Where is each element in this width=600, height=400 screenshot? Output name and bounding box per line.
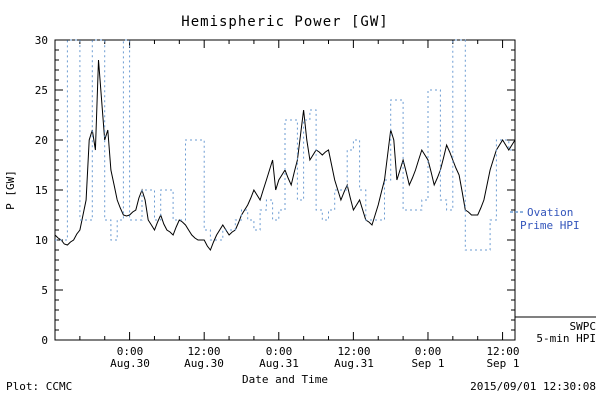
y-tick-label: 5: [41, 284, 48, 297]
y-tick-label: 20: [35, 134, 48, 147]
y-tick-label: 10: [35, 234, 48, 247]
x-tick-date: Aug.31: [334, 357, 374, 370]
axis-ticks: [55, 39, 515, 341]
footer-source: Plot: CCMC: [6, 380, 72, 393]
x-tick-time: 12:00: [187, 345, 220, 358]
y-tick-label: 25: [35, 84, 48, 97]
legend-ovation: Ovation Prime HPI: [510, 206, 580, 232]
x-tick-date: Sep 1: [411, 357, 444, 370]
x-tick-date: Sep 1: [486, 357, 519, 370]
series-ovation-prime-hpi: [55, 39, 515, 251]
legend-swpc: SWPC 5-min HPI: [515, 316, 597, 345]
x-tick-time: 12:00: [337, 345, 370, 358]
x-tick-time: 0:00: [415, 345, 442, 358]
plot-frame: [54, 39, 516, 341]
x-tick-time: 12:00: [486, 345, 519, 358]
x-tick-labels: 0:00 Aug.30 12:00 Aug.30 0:00 Aug.31 12:…: [110, 345, 519, 370]
y-tick-label: 15: [35, 184, 48, 197]
ovation-legend-label-1: Ovation: [527, 206, 573, 219]
y-tick-label: 30: [35, 34, 48, 47]
x-tick-time: 0:00: [117, 345, 144, 358]
y-axis-label: P [GW]: [4, 170, 17, 210]
swpc-legend-label-2: 5-min HPI: [536, 332, 596, 345]
x-tick-date: Aug.31: [259, 357, 299, 370]
y-tick-labels: 0 5 10 15 20 25 30: [35, 34, 48, 347]
x-tick-time: 0:00: [266, 345, 293, 358]
ovation-legend-label-2: Prime HPI: [520, 219, 580, 232]
x-tick-date: Aug.30: [184, 357, 224, 370]
y-tick-label: 0: [41, 334, 48, 347]
chart-title: Hemispheric Power [GW]: [181, 14, 388, 30]
plot-series: [54, 39, 516, 252]
footer-timestamp: 2015/09/01 12:30:08: [470, 380, 596, 393]
swpc-legend-label-1: SWPC: [570, 320, 597, 333]
x-tick-date: Aug.30: [110, 357, 150, 370]
series-swpc-5-min-hpi: [54, 59, 516, 252]
x-axis-label: Date and Time: [242, 373, 328, 386]
